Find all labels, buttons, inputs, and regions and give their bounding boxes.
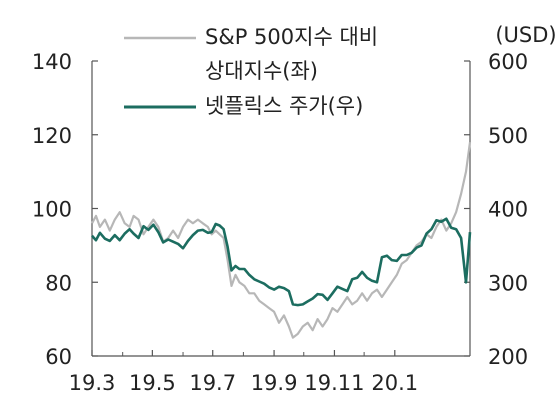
x-axis-tick-label: 19.5 <box>129 371 176 395</box>
right-axis-tick-label: 600 <box>488 50 528 74</box>
right-axis-tick-label: 200 <box>488 345 528 369</box>
right-axis-unit-label: (USD) <box>495 23 556 47</box>
left-axis-tick-label: 80 <box>45 271 72 295</box>
right-axis-tick-label: 400 <box>488 198 528 222</box>
series-line-netflix-price <box>91 217 472 307</box>
left-axis-tick-label: 140 <box>32 50 72 74</box>
x-axis-tick-label: 19.9 <box>251 371 298 395</box>
series-line-sp500-relative-index <box>91 141 472 339</box>
x-axis-tick-label: 19.11 <box>304 371 364 395</box>
series-layer <box>91 141 472 339</box>
x-axis-tick-label: 19.3 <box>69 371 116 395</box>
legend-label-sp500-relative-index: S&P 500지수 대비 <box>205 25 378 49</box>
left-axis-tick-label: 120 <box>32 124 72 148</box>
x-axis-tick-label: 20.1 <box>371 371 418 395</box>
legend-label-netflix-price: 넷플릭스 주가(우) <box>205 94 363 118</box>
right-axis-tick-label: 300 <box>488 271 528 295</box>
x-axis: 19.3 19.5 19.7 19.9 19.11 20.1 <box>69 350 470 395</box>
left-axis-tick-label: 60 <box>45 345 72 369</box>
x-axis-tick-label: 19.7 <box>189 371 236 395</box>
left-y-axis: 60 80 100 120 140 <box>32 50 98 369</box>
right-axis-tick-label: 500 <box>488 124 528 148</box>
legend-label-sp500-relative-index: 상대지수(좌) <box>205 59 318 83</box>
right-y-axis: 200 300 400 500 600 <box>464 50 528 369</box>
left-axis-tick-label: 100 <box>32 198 72 222</box>
